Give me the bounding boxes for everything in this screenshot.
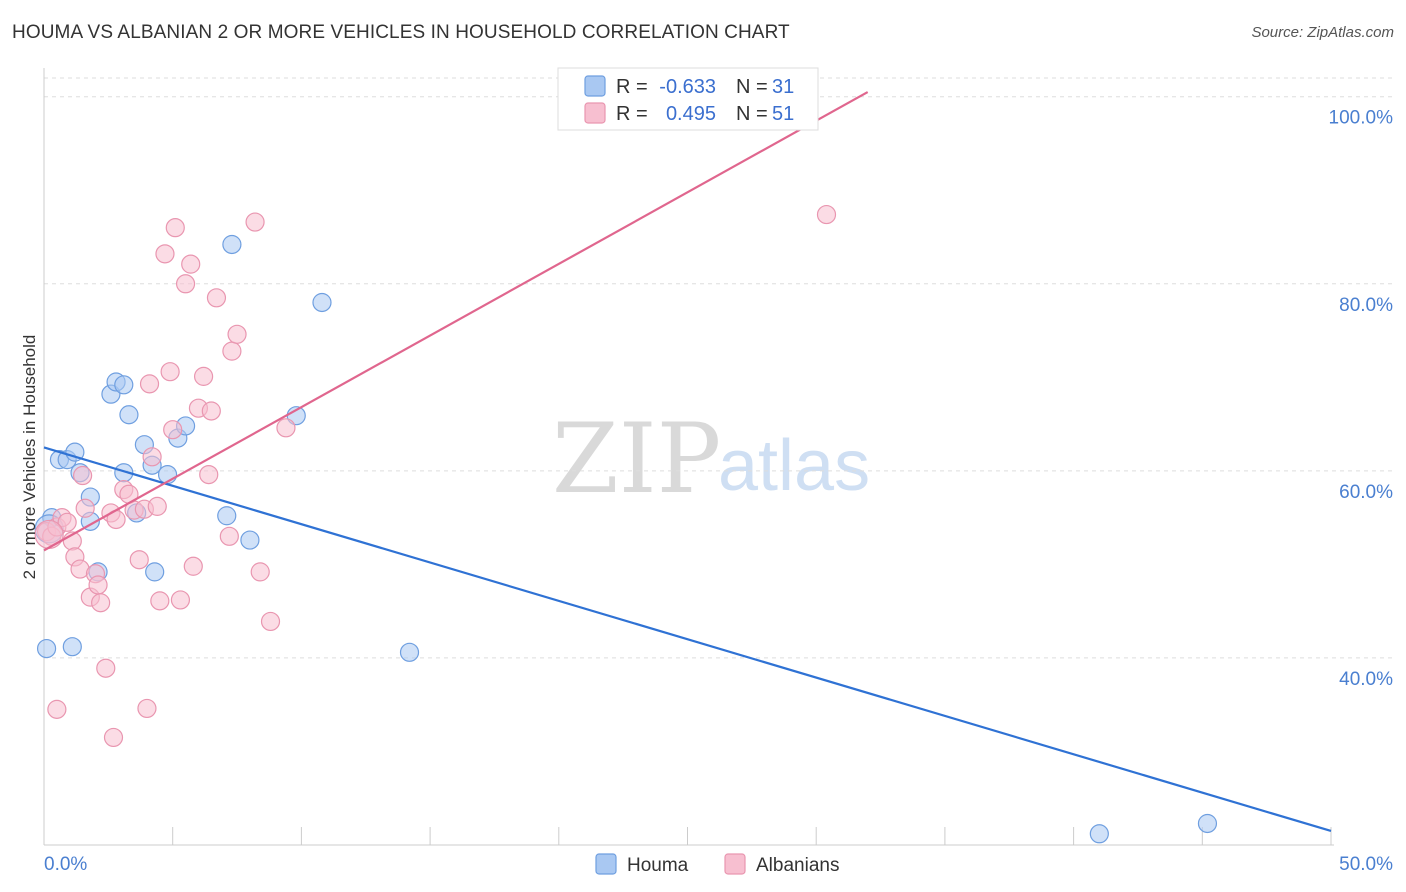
stats-legend: R = -0.633 N = 31 R = 0.495 N = 51 (557, 67, 819, 131)
point-albanians (129, 550, 149, 570)
point-albanians (816, 204, 837, 225)
series-legend-swatch-houma (595, 853, 617, 875)
legend-r-value-albanians: 0.495 (666, 103, 716, 125)
legend-swatch-houma (584, 75, 606, 97)
trend-line-houma (43, 446, 1332, 833)
y-tick-label-60: 60.0% (1339, 482, 1393, 503)
watermark-zip: ZIP (552, 403, 721, 515)
point-houma (240, 530, 260, 550)
point-albanians (193, 366, 214, 386)
point-albanians (160, 362, 180, 382)
legend-r-label-albanians: R = (616, 103, 648, 125)
point-albanians (96, 658, 116, 678)
x-tick-label-max: 50.0% (1339, 854, 1393, 875)
point-houma (399, 642, 420, 662)
legend-r-label-houma: R = (616, 76, 648, 98)
watermark: ZIP atlas (552, 403, 870, 515)
source-credit: Source: ZipAtlas.com (1251, 24, 1394, 41)
legend-n-value-houma: 31 (772, 76, 794, 98)
point-houma (217, 506, 237, 526)
point-albanians (34, 519, 64, 550)
point-albanians (150, 591, 170, 611)
point-houma (114, 375, 134, 395)
point-albanians (219, 526, 239, 546)
point-albanians (227, 324, 247, 344)
point-houma (1197, 813, 1218, 834)
point-houma (1089, 824, 1109, 844)
point-albanians (75, 498, 95, 518)
point-albanians (201, 401, 221, 421)
point-houma (65, 442, 85, 462)
point-albanians (199, 464, 219, 485)
legend-n-value-albanians: 51 (772, 103, 794, 125)
x-tick-label-min: 0.0% (44, 854, 87, 875)
point-albanians (139, 374, 160, 394)
point-houma (62, 637, 82, 657)
y-tick-label-100: 100.0% (1329, 108, 1394, 129)
legend-r-value-houma: -0.633 (659, 76, 716, 98)
point-albanians (260, 611, 281, 632)
point-albanians (91, 593, 111, 613)
point-albanians (250, 562, 270, 582)
point-houma (145, 562, 165, 582)
point-albanians (206, 288, 227, 308)
y-tick-label-40: 40.0% (1339, 669, 1393, 690)
point-albanians (88, 575, 108, 595)
trend-lines (43, 91, 1332, 833)
series-legend-label-albanians: Albanians (756, 855, 839, 876)
data-points (34, 204, 1218, 844)
point-albanians (170, 590, 191, 610)
point-houma (312, 292, 332, 313)
point-albanians (276, 418, 296, 438)
point-albanians (142, 447, 162, 467)
point-albanians (245, 212, 265, 232)
x-ticks (43, 827, 1332, 845)
point-albanians (137, 698, 157, 719)
y-tick-labels: 40.0% 60.0% 80.0% 100.0% (1329, 108, 1394, 690)
legend-n-label-houma: N = (736, 76, 768, 98)
y-axis-label: 2 or more Vehicles in Household (20, 335, 39, 580)
legend-swatch-albanians (584, 102, 606, 124)
point-albanians (57, 512, 77, 532)
series-legend: Houma Albanians (595, 853, 839, 876)
legend-n-label-albanians: N = (736, 103, 768, 125)
point-albanians (222, 341, 242, 361)
trend-line-albanians (43, 91, 869, 552)
point-houma (119, 405, 139, 425)
series-legend-swatch-albanians (724, 853, 746, 875)
point-albanians (175, 274, 196, 294)
watermark-atlas: atlas (718, 426, 870, 506)
point-albanians (181, 254, 201, 274)
point-albanians (155, 244, 175, 264)
point-albanians (183, 556, 203, 576)
point-houma (222, 234, 242, 255)
point-albanians (165, 218, 185, 238)
series-legend-label-houma: Houma (627, 855, 689, 876)
y-tick-label-80: 80.0% (1339, 295, 1393, 316)
point-albanians (163, 420, 183, 440)
point-albanians (147, 496, 167, 516)
point-albanians (73, 465, 93, 486)
chart-title: HOUMA VS ALBANIAN 2 OR MORE VEHICLES IN … (12, 22, 790, 43)
point-houma (36, 638, 57, 659)
gridlines (44, 77, 1393, 659)
axes (43, 68, 1334, 846)
point-albanians (47, 699, 67, 719)
point-albanians (103, 727, 124, 748)
